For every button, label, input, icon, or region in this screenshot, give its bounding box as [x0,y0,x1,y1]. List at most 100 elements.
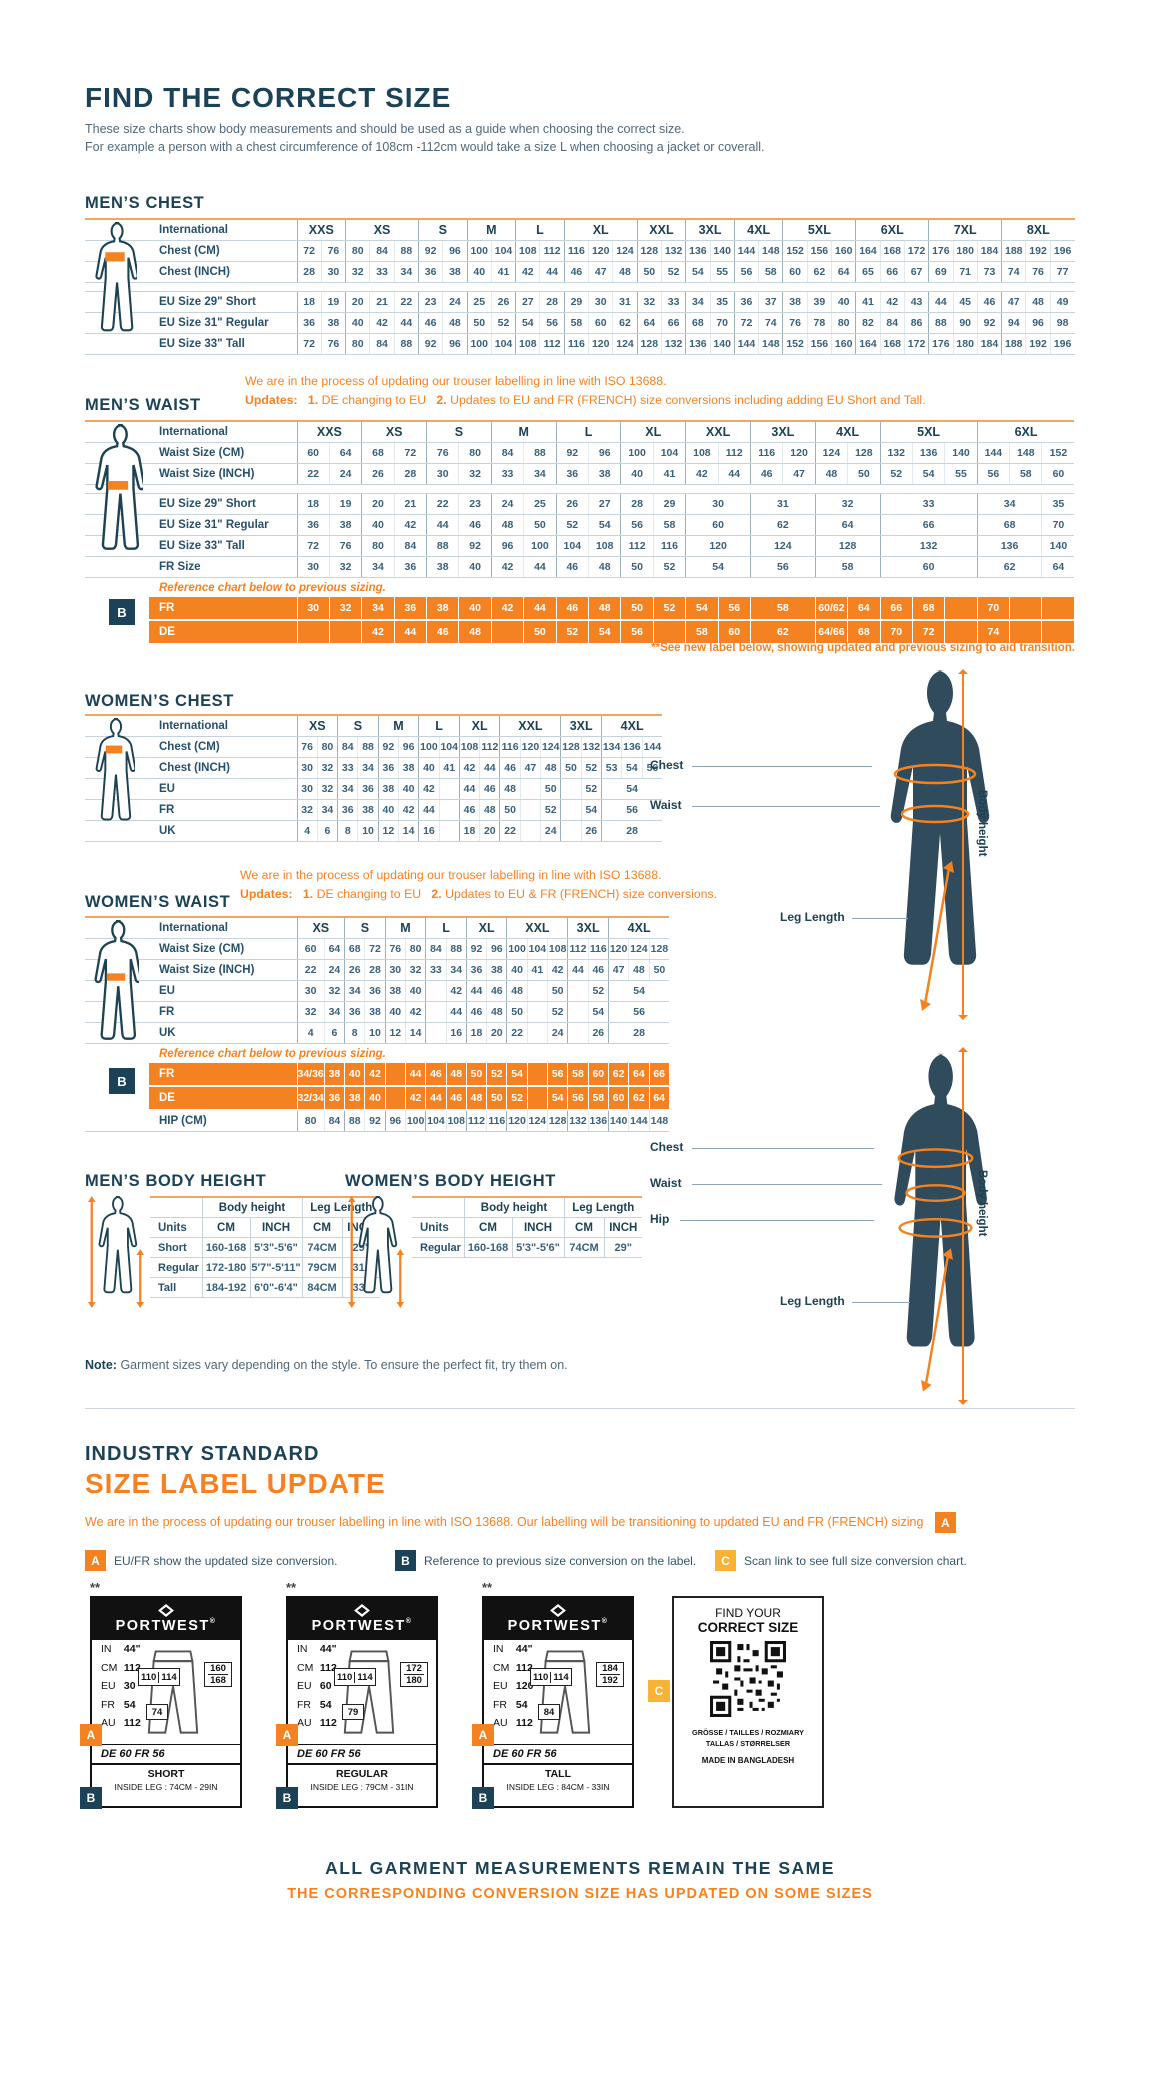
size-cell: 94 [1001,312,1027,334]
body-height-arrow [958,1047,968,1405]
a-badge: A [472,1724,494,1746]
sub-header: INCH [512,1217,565,1238]
leg-length-leader-line [852,1302,910,1303]
table-row: Waist Size (CM) 60 64 68 72 76 80 84 88 92 96 100 10… [85,938,670,960]
size-cell: 80 [361,535,395,557]
size-cell: 19 [321,291,347,313]
size-cell: 48 [491,514,525,536]
size-cell: 56 [977,463,1011,485]
size-cell: 104 [439,736,460,758]
size-cell: 65 [855,261,881,283]
card-size-row: EU 120 [493,1680,534,1692]
size-cell: 14 [405,1022,427,1044]
mens-waist-footnote: **See new label below, showing updated a… [651,642,1075,654]
size-cell: 96 [486,938,508,960]
table-header-row: International XS S M L XL XXL 3XL 4XL [85,917,670,939]
table-row: EU Size 29" Short 18 19 20 21 22 23 24 25 26 27 28 2… [85,493,1075,515]
size-cell: 16 [446,1022,467,1044]
size-cell [329,620,363,645]
size-cell [439,820,460,842]
table-row: Tall 184-192 6'0"-6'4" 84CM 33" [150,1277,380,1298]
size-cell: 46 [499,757,521,779]
size-cell: 100 [467,333,492,355]
previous-sizing-row: FR 30 32 34 36 38 40 42 44 46 48 50 52 54 56 58 60/62 64 6… [85,597,1075,621]
body-height-arrow [958,669,968,1020]
size-cell: 26 [491,291,517,313]
size-cell: 98 [1050,312,1075,334]
legend-item-a: A EU/FR show the updated size conversion… [85,1550,337,1571]
size-cell: 88 [426,535,460,557]
size-cell: 56 [718,597,751,621]
size-cell: 33 [491,463,525,485]
size-cell: 42 [459,757,481,779]
size-cell: 40 [831,291,857,313]
size-cell: 80 [458,442,492,464]
size-cell: 50 [620,597,654,621]
size-cell: 30 [321,261,347,283]
size-cell: 62 [807,261,833,283]
size-cell [653,620,687,645]
size-cell: 35 [710,291,735,313]
portwest-logo: PORTWEST® [92,1598,240,1640]
size-cell: 22 [297,959,325,981]
size-cell: 72 [297,240,322,262]
row-label: HIP (CM) [149,1110,298,1132]
size-group-header: M [467,219,517,241]
body-height-label: Body height [976,1170,988,1237]
table-row: UK 4 6 8 10 12 14 16 18 20 22 24 26 28 [85,820,663,842]
size-cell: 58 [653,514,687,536]
size-cell: 44 [394,620,428,645]
leg-measure-box: 74 [146,1704,168,1720]
figure-spacer-cell [85,799,149,821]
size-cell: 48 [499,778,521,800]
size-cell: 32 [405,959,427,981]
page-title: FIND THE CORRECT SIZE [85,82,452,113]
size-cell: 96 [442,333,468,355]
height-measure-box: 172 180 [400,1662,428,1687]
size-cell: 180 [953,240,978,262]
row-label: Tall [150,1277,203,1298]
size-label-card: ** PORTWEST® A IN 44" CM 112 EU 30 FR 54 AU 112… [80,1580,242,1809]
size-cell: 36 [394,597,428,621]
trousers-sketch [539,1650,591,1734]
size-cell: 24 [442,291,468,313]
size-cell: 33 [369,261,395,283]
reference-b-badge: B [109,599,135,625]
size-cell: 54 [601,778,663,800]
size-cell: 104 [527,938,549,960]
row-label: EU Size 29" Short [149,493,298,515]
sub-header: CM [202,1217,251,1238]
size-cell: 64 [329,442,363,464]
size-cell: 160-168 [464,1237,513,1258]
size-cell: 52 [880,463,913,485]
figure-spacer-cell [85,1022,149,1044]
size-cell: 74 [758,312,784,334]
size-cell: 54 [912,463,946,485]
size-cell: 156 [807,333,833,355]
label-card: PORTWEST® A IN 44" CM 112 EU 60 FR 54 AU 112 11… [276,1596,438,1809]
size-cell: 58 [750,597,816,621]
size-cell: 62 [612,312,638,334]
portwest-diamond-icon [550,1604,566,1617]
figure-spacer-cell [85,959,149,981]
size-cell: 34 [324,1001,346,1023]
size-cell: 4 [297,820,318,842]
size-cell: 68 [977,514,1043,536]
size-cell: 12 [385,1022,406,1044]
qr-card-line1: FIND YOUR [715,1606,781,1620]
size-cell: 55 [710,261,735,283]
size-cell: 46 [556,556,590,578]
size-cell: 32 [324,980,346,1002]
size-cell: 68 [344,938,366,960]
inside-leg-label: INSIDE LEG : 79CM - 31IN [310,1782,414,1792]
size-cell: 23 [458,493,492,515]
size-cell: 22 [297,463,330,485]
size-cell: 184 [977,240,1003,262]
size-cell: 62 [608,1063,630,1087]
size-cell: 40 [378,799,399,821]
row-label: Regular [412,1237,465,1258]
qr-card-line2: CORRECT SIZE [697,1620,799,1635]
legend-item-b: B Reference to previous size conversion … [395,1550,696,1571]
size-cell: 64 [847,597,881,621]
size-cell: 116 [564,333,590,355]
